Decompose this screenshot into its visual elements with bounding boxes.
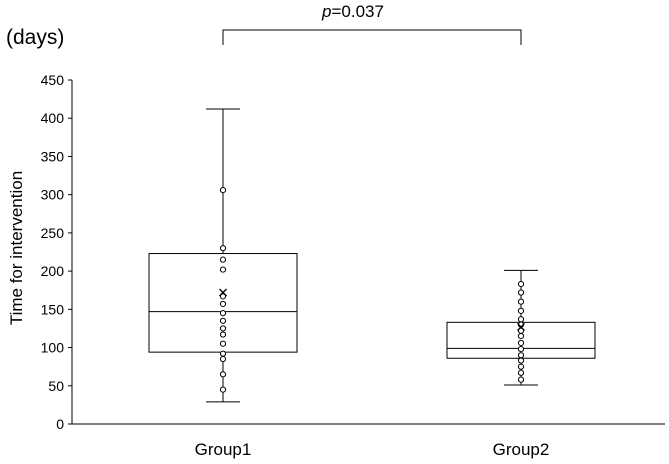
data-point bbox=[219, 266, 227, 273]
box-group1 bbox=[148, 108, 298, 403]
p-value-symbol: p bbox=[322, 2, 332, 21]
data-point bbox=[219, 310, 227, 317]
axes bbox=[71, 80, 665, 425]
data-point bbox=[517, 357, 525, 364]
y-tick-label: 250 bbox=[41, 225, 65, 241]
data-point bbox=[219, 325, 227, 332]
y-tick-label: 400 bbox=[41, 110, 65, 126]
boxes bbox=[148, 108, 596, 403]
y-tick-label: 450 bbox=[41, 72, 65, 88]
data-point bbox=[219, 293, 227, 300]
p-value-number: =0.037 bbox=[331, 2, 384, 21]
data-point bbox=[219, 340, 227, 347]
y-tick-label: 0 bbox=[56, 416, 64, 432]
data-point bbox=[517, 281, 525, 288]
significance-bracket bbox=[222, 29, 522, 45]
y-tick-label: 350 bbox=[41, 148, 65, 164]
data-point bbox=[517, 298, 525, 305]
data-point bbox=[517, 352, 525, 359]
y-tick-label: 50 bbox=[48, 378, 64, 394]
data-point bbox=[517, 316, 525, 323]
bracket-line bbox=[222, 29, 522, 45]
y-tick-label: 300 bbox=[41, 187, 65, 203]
data-point bbox=[517, 376, 525, 383]
y-tick-label: 200 bbox=[41, 263, 65, 279]
data-point bbox=[517, 307, 525, 314]
data-point bbox=[517, 369, 525, 376]
data-point bbox=[219, 355, 227, 363]
data-point bbox=[219, 331, 227, 338]
y-tick-label: 100 bbox=[41, 340, 65, 356]
data-point bbox=[219, 371, 227, 378]
data-point bbox=[517, 363, 525, 370]
data-point bbox=[517, 327, 525, 334]
data-point bbox=[517, 345, 525, 353]
mean-marker bbox=[219, 288, 227, 297]
x-tick-label: Group1 bbox=[195, 440, 252, 459]
data-point bbox=[219, 300, 227, 308]
data-point bbox=[517, 339, 525, 347]
x-tick-label: Group2 bbox=[493, 440, 550, 459]
data-point bbox=[219, 256, 227, 263]
data-point bbox=[219, 317, 227, 324]
data-point bbox=[219, 245, 227, 252]
data-point bbox=[219, 386, 227, 393]
data-point bbox=[219, 186, 227, 194]
p-value-label: p=0.037 bbox=[322, 2, 384, 22]
y-axis-label: Time for intervention bbox=[7, 171, 26, 325]
data-point bbox=[517, 289, 525, 296]
y-ticks: 0 50 100 150 200 250 300 350 400 450 bbox=[41, 72, 72, 432]
data-point bbox=[219, 350, 227, 357]
x-tick-labels: Group1 Group2 bbox=[195, 440, 550, 459]
y-tick-label: 150 bbox=[41, 301, 65, 317]
data-point bbox=[517, 332, 525, 340]
mean-marker bbox=[517, 322, 525, 331]
unit-label: (days) bbox=[6, 26, 65, 49]
box-group2 bbox=[446, 269, 596, 386]
